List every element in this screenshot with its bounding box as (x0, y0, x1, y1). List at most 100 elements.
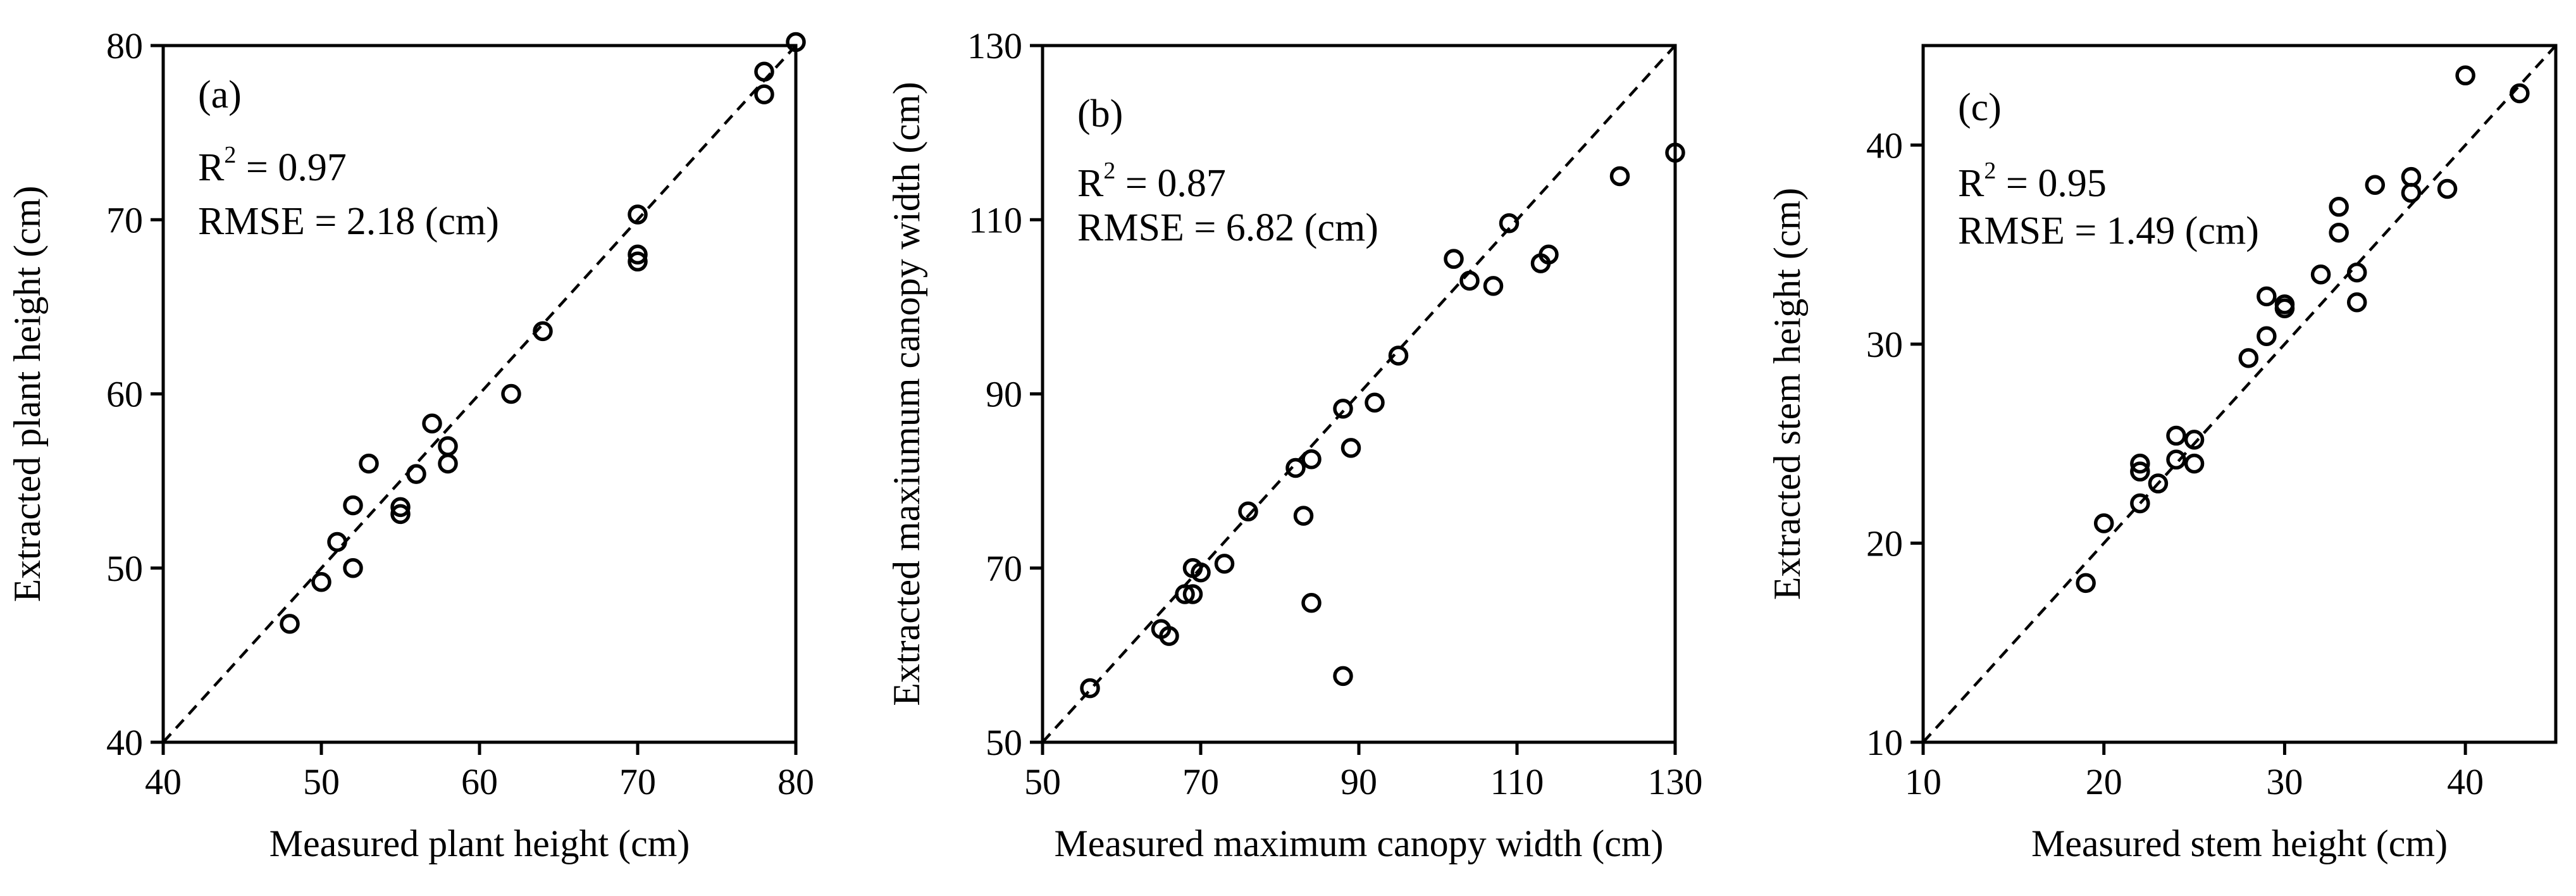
data-point (754, 84, 774, 104)
r-squared-symbol: R (1958, 162, 1985, 205)
r-squared-annotation: R2 = 0.87 (1077, 158, 1226, 205)
data-point (2310, 264, 2331, 285)
data-point (359, 453, 379, 474)
r-squared-superscript: 2 (1984, 158, 1996, 184)
data-point (2346, 262, 2367, 283)
data-point (1333, 666, 1353, 687)
y-tick-label: 130 (967, 25, 1022, 66)
data-point (786, 32, 806, 53)
panel-c: 10 20 30 40 10 20 30 40 Measured stem height (cm… (1766, 44, 2558, 864)
data-point (1182, 584, 1203, 604)
y-axis-title: Extracted plant height (cm) (6, 185, 48, 602)
data-point (1483, 276, 1504, 296)
y-tick-label: 90 (986, 374, 1022, 415)
y-tick-label: 110 (969, 199, 1022, 240)
data-point (2130, 493, 2150, 514)
data-point (406, 464, 426, 484)
data-point (438, 453, 458, 474)
r-squared-symbol: R (198, 146, 225, 189)
data-point (2148, 473, 2169, 494)
plot-frame (1921, 44, 2558, 744)
rmse-annotation: RMSE = 2.18 (cm) (198, 200, 499, 243)
data-point (1238, 501, 1258, 522)
y-tick-label: 80 (106, 25, 143, 66)
data-point (1665, 142, 1685, 163)
data-point (2365, 175, 2386, 195)
data-point (2130, 461, 2150, 482)
x-tick-label: 50 (303, 761, 340, 802)
r-squared-value: = 0.97 (236, 146, 346, 189)
data-point (1444, 249, 1464, 269)
y-tick-label: 60 (106, 374, 143, 415)
data-point (327, 532, 347, 552)
data-point (1301, 449, 1322, 470)
data-point (390, 504, 411, 525)
data-point (1341, 438, 1361, 458)
y-tick-label: 30 (1866, 324, 1903, 365)
data-point (2093, 513, 2114, 533)
r-squared-symbol: R (1077, 162, 1104, 205)
x-axis-title: Measured stem height (cm) (2031, 823, 2448, 864)
data-point (2329, 222, 2349, 243)
rmse-annotation: RMSE = 1.49 (cm) (1958, 209, 2259, 252)
data-point (2166, 449, 2186, 470)
panel-label: (a) (198, 73, 242, 116)
data-point (1609, 166, 1630, 187)
data-point (1285, 457, 1306, 478)
x-tick-label: 70 (1182, 761, 1219, 802)
y-tick-label: 20 (1866, 523, 1903, 564)
data-point (311, 572, 331, 592)
y-tick-label: 40 (106, 722, 143, 763)
identity-line (162, 44, 797, 744)
data-point (2274, 298, 2295, 318)
y-tick-label: 70 (986, 548, 1022, 589)
x-tick-label: 60 (461, 761, 498, 802)
r-squared-value: = 0.95 (1996, 162, 2106, 205)
x-axis-title: Measured plant height (cm) (269, 823, 690, 864)
data-point (438, 436, 458, 456)
data-point (2346, 292, 2367, 313)
data-point (2184, 430, 2205, 450)
r-squared-annotation: R2 = 0.97 (198, 142, 347, 189)
data-point (2510, 83, 2530, 104)
data-point (343, 558, 363, 578)
x-tick-label: 130 (1648, 761, 1703, 802)
x-tick-label: 10 (1905, 761, 1941, 802)
data-point (1293, 506, 1314, 526)
data-point (533, 321, 553, 342)
data-point (628, 251, 648, 272)
data-point (422, 413, 442, 434)
rmse-annotation: RMSE = 6.82 (cm) (1077, 206, 1378, 249)
r-squared-superscript: 2 (1103, 158, 1115, 184)
data-point (1388, 345, 1409, 366)
panel-a: 40 50 60 70 80 40 50 60 70 80 Measured plant heigh… (6, 25, 814, 864)
x-tick-label: 90 (1341, 761, 1377, 802)
panel-label: (b) (1077, 92, 1123, 135)
identity-line (1922, 44, 2557, 744)
r-squared-value: = 0.87 (1115, 162, 1225, 205)
data-point (1365, 392, 1385, 413)
data-point (1499, 213, 1520, 233)
data-point (2166, 425, 2186, 446)
x-tick-label: 40 (145, 761, 182, 802)
data-point (2257, 286, 2277, 307)
data-point (1301, 593, 1322, 613)
data-point (501, 383, 521, 404)
x-tick-label: 50 (1024, 761, 1061, 802)
data-point (628, 204, 648, 225)
x-tick-label: 40 (2447, 761, 2484, 802)
data-point (1333, 399, 1353, 419)
data-point (1175, 584, 1195, 604)
x-tick-label: 110 (1490, 761, 1544, 802)
data-point (1080, 678, 1100, 699)
y-tick-label: 50 (986, 722, 1022, 763)
data-point (2329, 197, 2349, 217)
r-squared-superscript: 2 (224, 142, 236, 168)
data-point (2401, 183, 2422, 203)
data-point (343, 495, 363, 516)
data-point (390, 497, 411, 518)
y-axis-title: Extracted maxiumum canopy width (cm) (886, 82, 927, 706)
data-point (2130, 453, 2150, 474)
data-point (754, 61, 774, 82)
